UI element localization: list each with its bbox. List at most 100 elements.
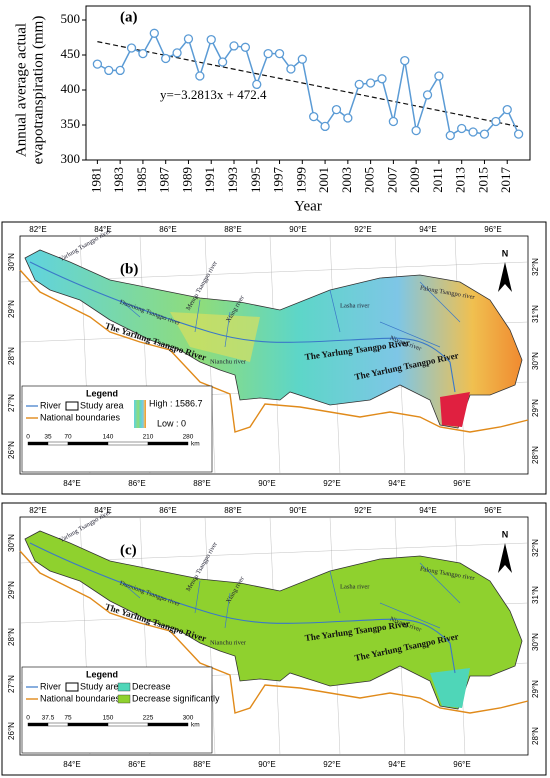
scale-label: 300 bbox=[183, 715, 194, 722]
panel-label: (a) bbox=[120, 9, 138, 25]
scale-label: 225 bbox=[143, 715, 154, 722]
data-point bbox=[195, 71, 205, 81]
lat-label: 29°N bbox=[7, 300, 16, 318]
data-point bbox=[422, 90, 433, 100]
series-line bbox=[97, 31, 520, 137]
tributary bbox=[379, 602, 441, 629]
x-tick-label: 1985 bbox=[134, 167, 149, 193]
lon-label: 90°E bbox=[258, 760, 275, 769]
legend-title: Legend bbox=[86, 388, 118, 398]
x-tick-label: 2017 bbox=[498, 167, 513, 194]
data-point bbox=[240, 42, 251, 52]
legend-item: Study area bbox=[80, 681, 124, 691]
data-point bbox=[92, 59, 103, 69]
x-tick-label: 1981 bbox=[88, 167, 103, 193]
legend-low: Low : 0 bbox=[157, 418, 186, 428]
lat-label: 29°N bbox=[7, 581, 16, 599]
lon-label: 96°E bbox=[484, 225, 501, 234]
data-point bbox=[263, 48, 273, 59]
data-point bbox=[502, 104, 512, 115]
lat-label: 28°N bbox=[7, 347, 16, 365]
scale-label: 0 bbox=[26, 715, 30, 722]
legend-study bbox=[65, 682, 79, 692]
x-tick-label: 2009 bbox=[407, 167, 422, 193]
lat-label: 30°N bbox=[531, 633, 540, 651]
x-tick-label: 1989 bbox=[179, 167, 194, 193]
lat-label: 29°N bbox=[531, 680, 540, 698]
x-tick-label: 1987 bbox=[157, 167, 172, 194]
tributary bbox=[194, 299, 201, 333]
x-tick-label: 1991 bbox=[202, 167, 217, 193]
lon-label: 82°E bbox=[29, 225, 46, 234]
scale-segment bbox=[107, 722, 149, 727]
scale-label: 150 bbox=[103, 715, 114, 722]
data-point bbox=[126, 43, 137, 53]
lon-label: 94°E bbox=[388, 479, 405, 488]
data-point bbox=[206, 34, 216, 45]
data-point bbox=[457, 123, 467, 134]
river-label: Nianchu river bbox=[210, 358, 247, 365]
x-tick-label: 2003 bbox=[339, 167, 354, 193]
scale-label: 210 bbox=[143, 434, 154, 441]
north-label: N bbox=[502, 248, 509, 258]
river-label: Lasha river bbox=[340, 302, 370, 309]
lon-label: 88°E bbox=[224, 506, 241, 515]
x-tick-label: 2015 bbox=[475, 167, 490, 193]
scale-segment bbox=[67, 441, 109, 446]
tributary bbox=[119, 580, 141, 599]
tributary bbox=[119, 299, 141, 318]
legend-item: Decrease significantly bbox=[132, 693, 220, 703]
y-axis-label: Annual average actual bbox=[13, 23, 29, 157]
lat-label: 28°N bbox=[531, 727, 540, 745]
data-point bbox=[104, 65, 114, 76]
plot-frame bbox=[85, 5, 531, 161]
legend-box bbox=[21, 666, 213, 754]
lat-label: 27°N bbox=[7, 394, 16, 412]
lat-label: 26°N bbox=[7, 722, 16, 740]
tributary bbox=[194, 580, 201, 614]
data-point bbox=[149, 28, 159, 38]
data-point bbox=[331, 104, 342, 115]
scale-segment bbox=[27, 722, 49, 727]
tributary bbox=[419, 281, 461, 323]
data-point bbox=[400, 55, 410, 66]
lon-label: 86°E bbox=[128, 479, 145, 488]
tributary bbox=[329, 289, 341, 333]
tributary bbox=[224, 592, 231, 629]
lat-label: 31°N bbox=[531, 305, 540, 323]
lon-label: 90°E bbox=[258, 479, 275, 488]
y-tick-label: 400 bbox=[61, 81, 81, 96]
tributary bbox=[379, 321, 441, 348]
lon-label: 92°E bbox=[323, 479, 340, 488]
data-point bbox=[491, 116, 501, 127]
data-point bbox=[343, 113, 353, 123]
x-tick-label: 2007 bbox=[384, 167, 399, 194]
lon-label: 86°E bbox=[159, 225, 176, 234]
lat-label: 32°N bbox=[531, 539, 540, 557]
scale-segment bbox=[27, 441, 49, 446]
national-boundary bbox=[19, 269, 529, 433]
lat-label: 28°N bbox=[7, 628, 16, 646]
scale-label: 75 bbox=[64, 715, 72, 722]
scale-unit: km bbox=[191, 722, 200, 729]
data-point bbox=[354, 79, 364, 90]
lat-label: 28°N bbox=[531, 446, 540, 464]
lon-label: 92°E bbox=[354, 506, 371, 515]
legend-item: Decrease bbox=[132, 681, 171, 691]
lon-label: 94°E bbox=[419, 506, 436, 515]
lat-label: 29°N bbox=[531, 399, 540, 417]
x-tick-label: 2011 bbox=[430, 167, 445, 193]
legend-item: National boundaries bbox=[40, 693, 121, 703]
data-point bbox=[320, 121, 330, 132]
main-river bbox=[29, 542, 456, 674]
lon-label: 84°E bbox=[63, 760, 80, 769]
map-frame bbox=[19, 516, 529, 756]
scale-segment bbox=[107, 441, 149, 446]
data-point bbox=[388, 116, 399, 127]
data-point bbox=[377, 74, 387, 84]
legend-item: National boundaries bbox=[40, 412, 121, 422]
map-panel: 82°E 84°E 86°E 88°E 90°E 92°E 94°E 96°E 84°E 86°E… bbox=[1, 221, 547, 495]
map-frame bbox=[19, 235, 529, 475]
data-point bbox=[274, 48, 285, 59]
